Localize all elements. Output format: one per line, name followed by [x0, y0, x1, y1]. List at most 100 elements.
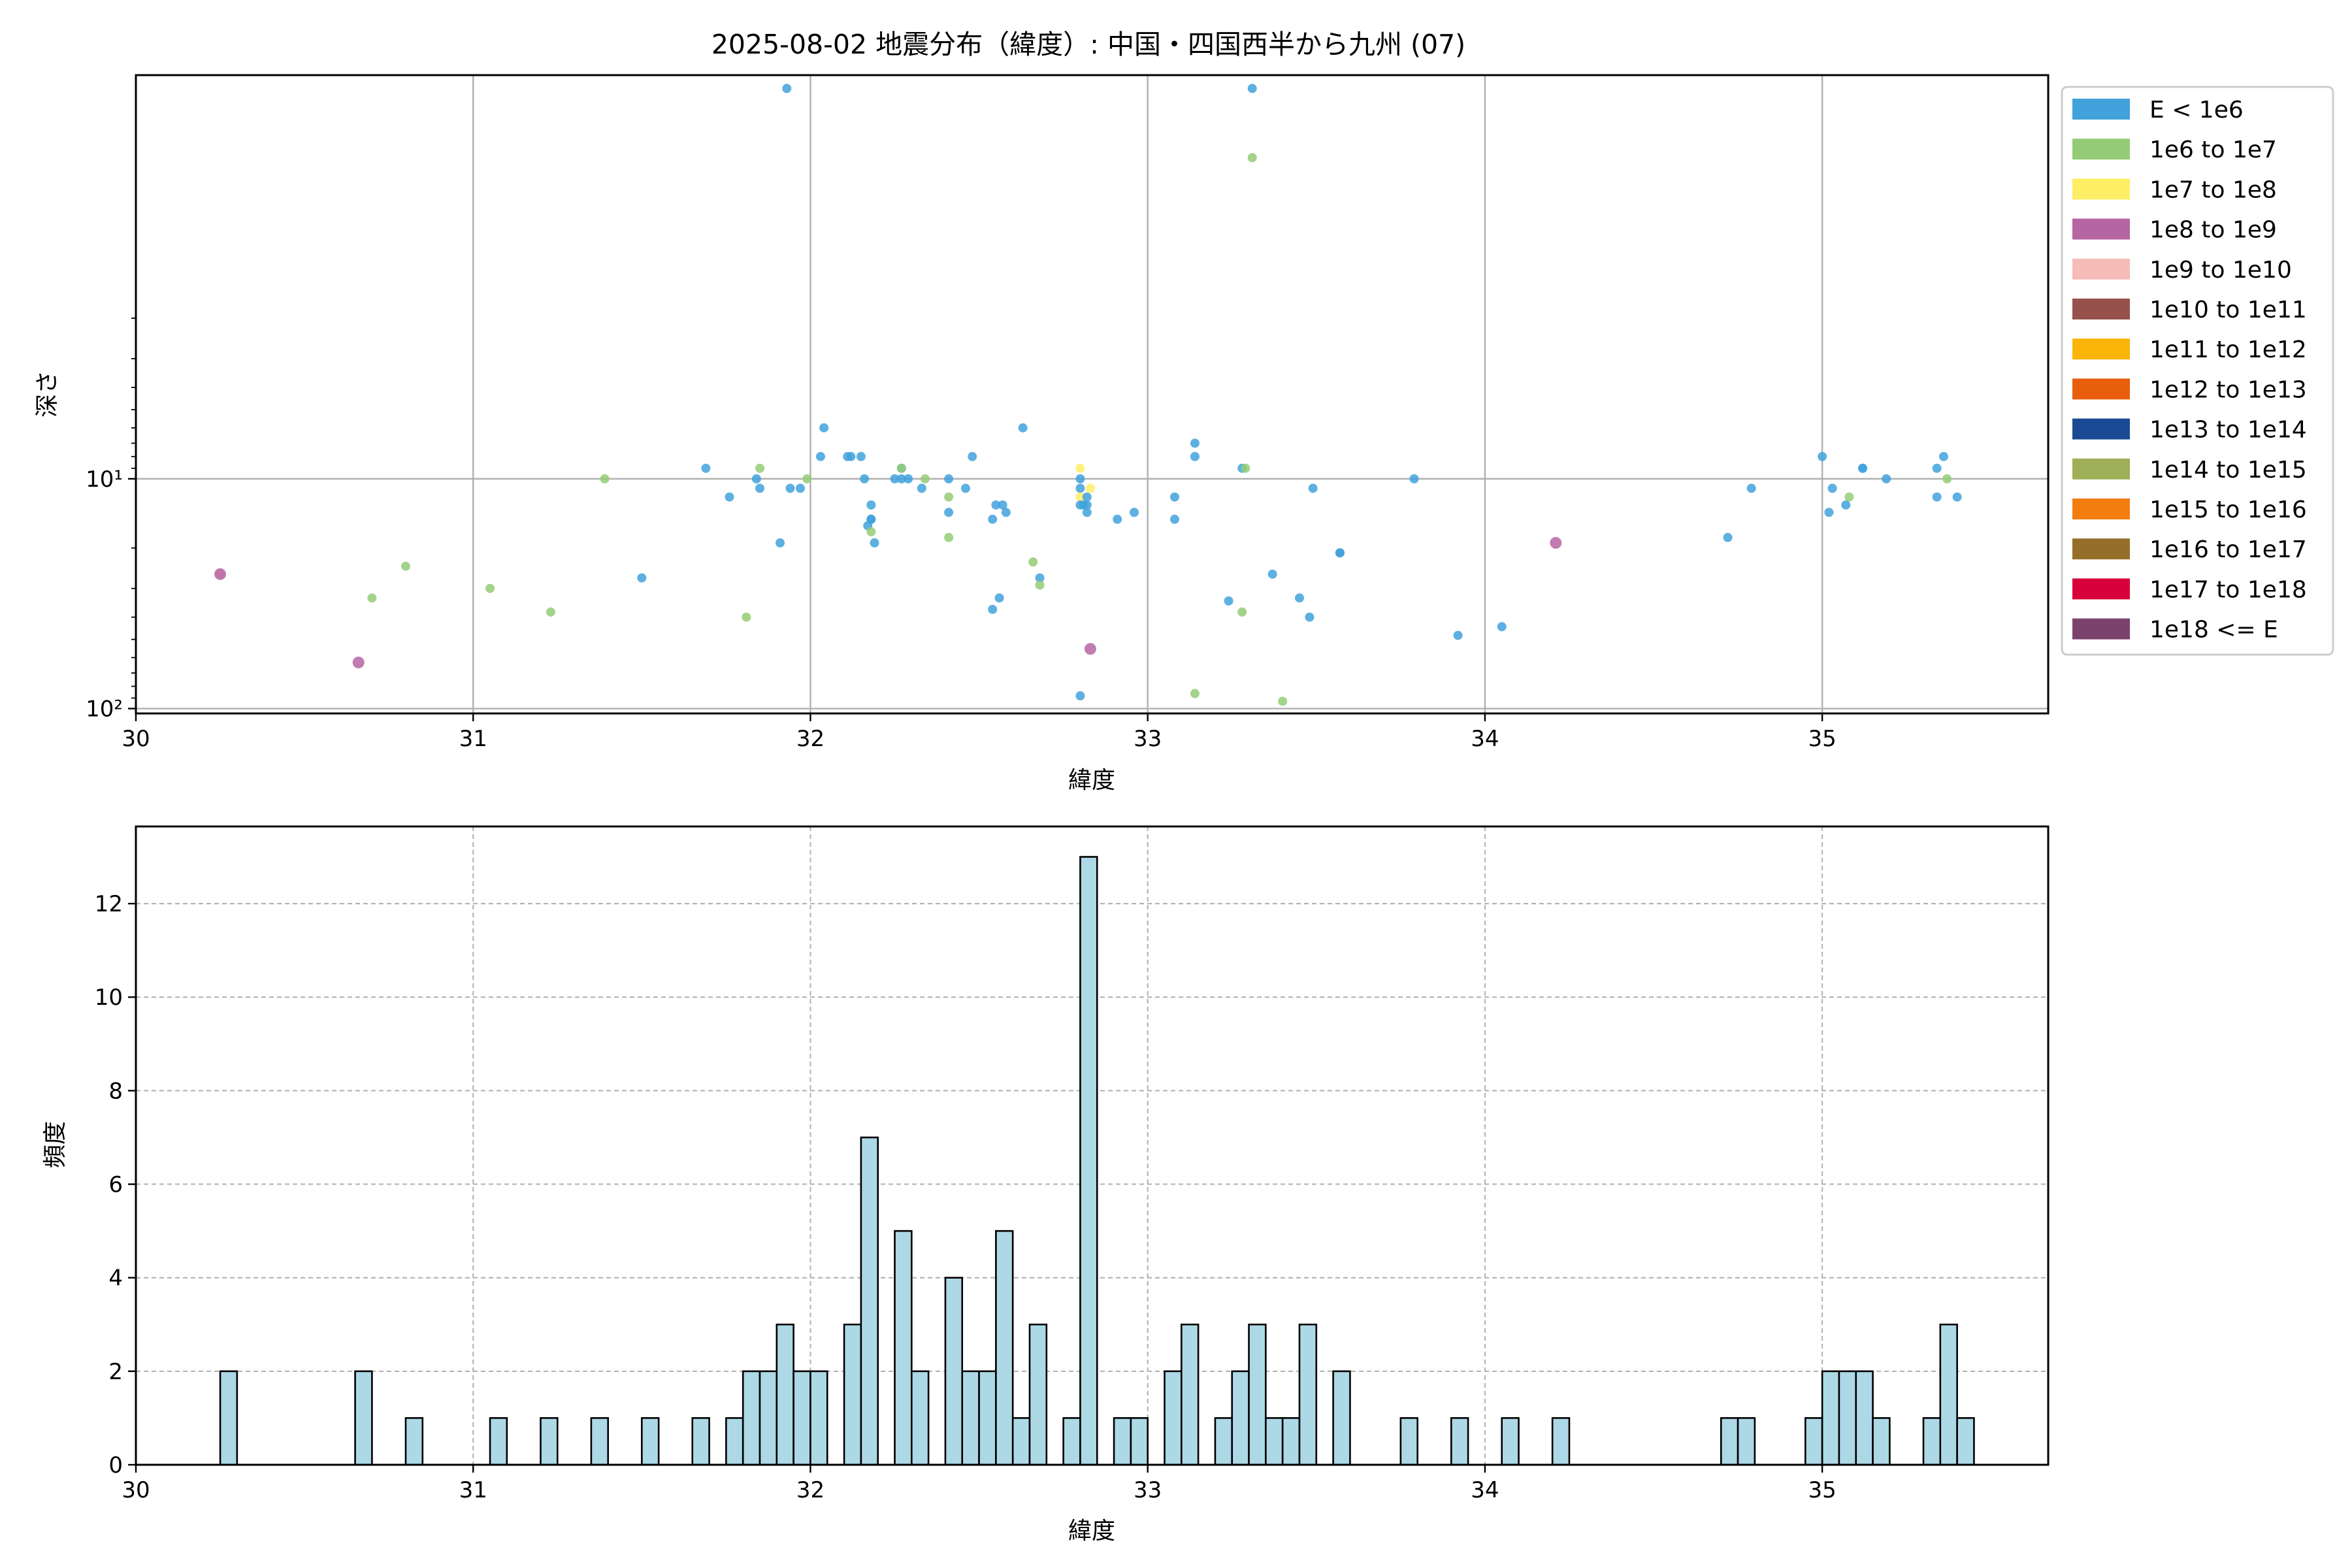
- legend-label: E < 1e6: [2149, 97, 2244, 123]
- scatter-title: 2025-08-02 地震分布（緯度）: 中国・四国西半から九州 (07): [711, 29, 1465, 60]
- legend-swatch: [2072, 139, 2130, 160]
- histogram-bar: [641, 1417, 660, 1466]
- scatter-point: [1237, 607, 1247, 617]
- scatter-point: [1247, 84, 1257, 93]
- legend-swatch: [2072, 578, 2130, 600]
- histogram-bar: [1281, 1417, 1301, 1466]
- histogram-bar: [1079, 856, 1098, 1466]
- scatter-x-tick-label: 31: [459, 726, 487, 752]
- histogram-bar: [1737, 1417, 1756, 1466]
- scatter-point: [1247, 153, 1257, 163]
- histogram-bar: [1450, 1417, 1469, 1466]
- scatter-point: [994, 593, 1004, 603]
- scatter-point: [1844, 492, 1854, 502]
- histogram-bar: [742, 1370, 761, 1466]
- histogram: 30 31 32 33 34 35 0 2 4 6 8 10 12 緯度 頻度: [42, 825, 2050, 1544]
- histogram-x-tick-label: 35: [1808, 1477, 1836, 1503]
- scatter-point: [890, 474, 900, 483]
- scatter-point: [1082, 492, 1092, 502]
- legend-swatch: [2072, 99, 2130, 120]
- histogram-ticks: 30 31 32 33 34 35 0 2 4 6 8 10 12: [95, 891, 1837, 1503]
- scatter-point: [1858, 463, 1868, 473]
- scatter-point: [1190, 689, 1200, 698]
- scatter-point: [988, 514, 998, 524]
- scatter-point: [846, 451, 856, 461]
- histogram-bar: [1956, 1417, 1975, 1466]
- scatter-point: [1241, 463, 1250, 473]
- histogram-y-tick-label: 0: [108, 1452, 123, 1478]
- histogram-frame: [135, 825, 2050, 1466]
- scatter-point: [998, 500, 1007, 510]
- histogram-x-tick-label: 30: [122, 1477, 150, 1503]
- scatter-point: [367, 593, 377, 603]
- scatter-point: [600, 474, 610, 483]
- histogram-bar: [978, 1370, 997, 1466]
- scatter-point: [214, 568, 227, 580]
- scatter-point: [1075, 483, 1085, 493]
- histogram-bar: [1872, 1417, 1891, 1466]
- histogram-bar: [725, 1417, 744, 1466]
- legend-label: 1e12 to 1e13: [2149, 376, 2307, 403]
- scatter-point: [701, 463, 711, 473]
- scatter-point: [637, 573, 647, 583]
- scatter-x-tick-label: 33: [1134, 726, 1162, 752]
- legend-label: 1e14 to 1e15: [2149, 457, 2307, 483]
- scatter-point: [352, 656, 365, 668]
- legend-swatch: [2072, 218, 2130, 240]
- scatter-point: [1224, 596, 1233, 606]
- legend-label: 1e6 to 1e7: [2149, 137, 2277, 163]
- scatter-point: [1018, 423, 1028, 433]
- legend-swatch: [2072, 258, 2130, 280]
- scatter-point: [1746, 483, 1756, 493]
- scatter-point: [1453, 630, 1463, 640]
- histogram-y-tick-label: 4: [108, 1266, 123, 1292]
- scatter-point: [1841, 500, 1851, 510]
- histogram-bar: [219, 1370, 238, 1466]
- scatter-point: [1267, 569, 1277, 579]
- scatter-point: [1932, 492, 1942, 502]
- histogram-y-tick-label: 8: [108, 1078, 123, 1104]
- histogram-bar: [1501, 1417, 1520, 1466]
- legend-swatch: [2072, 458, 2130, 480]
- scatter-point: [968, 451, 977, 461]
- scatter-point: [1294, 593, 1304, 603]
- histogram-bar: [792, 1370, 811, 1466]
- scatter-y-label: 深さ: [34, 370, 61, 417]
- histogram-bar: [1551, 1417, 1571, 1466]
- scatter-point: [1952, 492, 1962, 502]
- legend-label: 1e11 to 1e12: [2149, 336, 2307, 363]
- legend-label: 1e9 to 1e10: [2149, 257, 2292, 284]
- scatter-point: [856, 451, 866, 461]
- histogram-bar: [1113, 1417, 1132, 1466]
- scatter-plot: 30 31 32 33 34 35 10¹ 10² 緯度 深さ: [34, 74, 2050, 794]
- scatter-point: [485, 583, 495, 593]
- legend: E < 1e6 1e6 to 1e7 1e7 to 1e8 1e8 to 1e9 1e9…: [2061, 86, 2334, 656]
- scatter-plot-area: [136, 75, 2048, 713]
- scatter-point: [960, 483, 970, 493]
- scatter-point: [751, 474, 761, 483]
- histogram-bar: [1939, 1323, 1958, 1466]
- scatter-point: [1075, 463, 1085, 473]
- scatter-point: [917, 483, 926, 493]
- histogram-bar: [1922, 1417, 1942, 1466]
- histogram-x-tick-label: 32: [796, 1477, 825, 1503]
- scatter-point: [1082, 500, 1092, 510]
- histogram-y-tick-label: 10: [95, 985, 123, 1011]
- scatter-point: [755, 463, 765, 473]
- histogram-bar: [944, 1277, 964, 1466]
- scatter-point: [1335, 548, 1345, 558]
- scatter-grid: [135, 75, 2048, 713]
- scatter-point: [400, 561, 410, 571]
- legend-swatch: [2072, 618, 2130, 640]
- scatter-point: [742, 612, 751, 622]
- histogram-x-tick-label: 34: [1471, 1477, 1499, 1503]
- scatter-point: [944, 474, 954, 483]
- histogram-bar: [809, 1370, 828, 1466]
- legend-swatch: [2072, 538, 2130, 560]
- histogram-bar: [1180, 1323, 1200, 1466]
- legend-label: 1e13 to 1e14: [2149, 417, 2307, 444]
- legend-label: 1e10 to 1e11: [2149, 297, 2307, 323]
- histogram-bar: [590, 1417, 610, 1466]
- legend-label: 1e7 to 1e8: [2149, 176, 2277, 203]
- histogram-y-tick-label: 6: [108, 1172, 123, 1198]
